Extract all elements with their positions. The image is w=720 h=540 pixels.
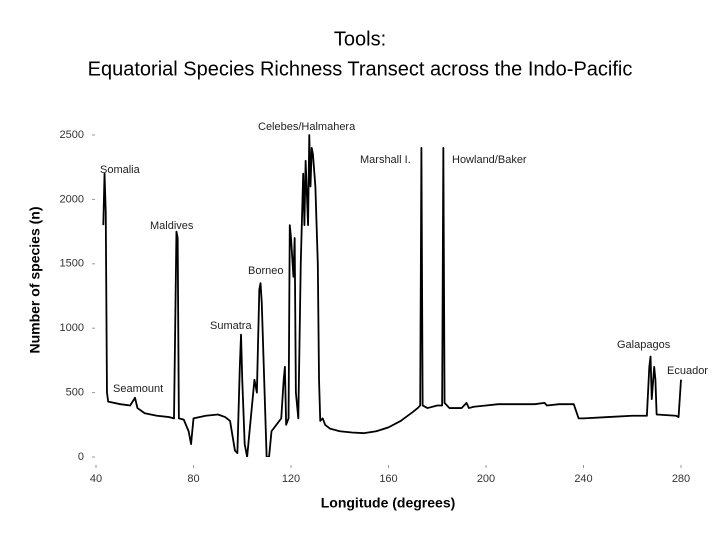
y-tick-label: 1000 [60, 322, 84, 334]
chart-title: Tools: [334, 28, 386, 50]
x-tick-label: 40 [90, 473, 102, 485]
x-tick-label: 200 [477, 473, 495, 485]
x-tick-label: 120 [282, 473, 300, 485]
data-line [102, 134, 682, 457]
annotation: Borneo [248, 265, 283, 277]
annotation: Galapagos [617, 339, 671, 351]
x-tick-label: 80 [187, 473, 199, 485]
annotation: Sumatra [210, 320, 252, 332]
y-axis-label: Number of species (n) [27, 206, 43, 353]
x-tick-label: 280 [672, 473, 690, 485]
y-tick-label: 0 [78, 451, 84, 463]
x-tick-label: 240 [574, 473, 592, 485]
y-tick-label: 500 [66, 387, 84, 399]
annotation: Ecuador [667, 365, 708, 377]
chart-subtitle: Equatorial Species Richness Transect acr… [88, 58, 633, 80]
x-tick-label: 160 [379, 473, 397, 485]
annotation: Marshall I. [360, 154, 411, 166]
y-tick-label: 1500 [60, 258, 84, 270]
annotation: Celebes/Halmahera [258, 121, 356, 133]
y-tick-label: 2500 [60, 129, 84, 141]
annotation: Seamount [113, 383, 163, 395]
y-tick-label: 2000 [60, 193, 84, 205]
annotation: Maldives [150, 220, 194, 232]
annotation: Howland/Baker [452, 154, 527, 166]
x-axis-label: Longitude (degrees) [321, 495, 456, 511]
annotation: Somalia [100, 164, 141, 176]
